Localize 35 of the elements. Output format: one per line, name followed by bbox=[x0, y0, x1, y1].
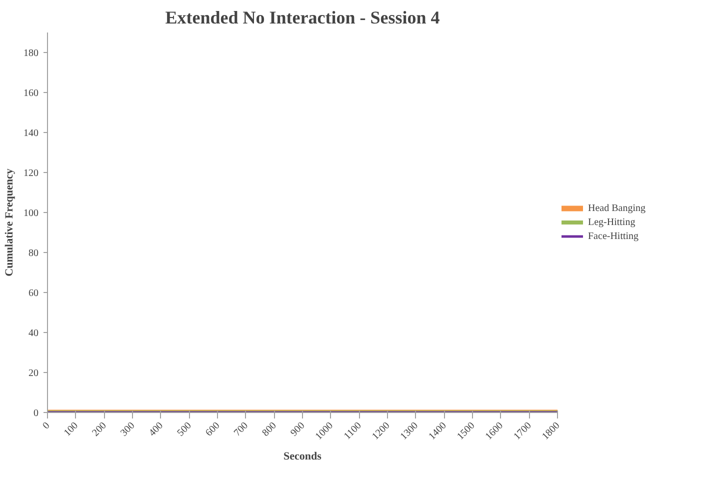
legend-label: Face-Hitting bbox=[588, 230, 639, 242]
x-tick-label: 1600 bbox=[484, 420, 506, 442]
x-tick-label: 1400 bbox=[426, 420, 449, 442]
x-axis-title: Seconds bbox=[284, 450, 322, 463]
y-tick-label: 100 bbox=[24, 208, 38, 219]
legend-label: Head Banging bbox=[588, 202, 646, 214]
legend-label: Leg-Hitting bbox=[588, 216, 636, 228]
y-axis-title: Cumulative Frequency bbox=[4, 168, 16, 276]
x-tick-label: 600 bbox=[204, 420, 222, 439]
y-tick-label: 120 bbox=[24, 168, 38, 179]
chart-title: Extended No Interaction - Session 4 bbox=[165, 8, 440, 28]
y-tick-label: 20 bbox=[28, 368, 38, 379]
x-tick-label: 1500 bbox=[455, 420, 478, 442]
x-tick-label: 800 bbox=[260, 420, 279, 439]
y-tick-label: 0 bbox=[34, 408, 38, 419]
y-tick-label: 80 bbox=[28, 248, 38, 259]
y-tick-label: 160 bbox=[24, 88, 38, 99]
x-tick-label: 400 bbox=[147, 420, 166, 439]
y-tick-label: 180 bbox=[24, 48, 38, 59]
x-tick-label: 200 bbox=[90, 420, 109, 439]
x-tick-label: 1300 bbox=[398, 420, 420, 442]
x-tick-label: 900 bbox=[288, 420, 308, 439]
x-tick-label: 500 bbox=[175, 420, 194, 439]
x-tick-label: 0 bbox=[40, 420, 52, 432]
y-tick-label: 60 bbox=[28, 288, 38, 299]
y-tick-label: 40 bbox=[28, 328, 38, 339]
y-tick-label: 140 bbox=[24, 128, 38, 139]
x-tick-label: 1200 bbox=[370, 420, 392, 442]
x-tick-label: 300 bbox=[118, 420, 138, 439]
x-tick-label: 700 bbox=[232, 420, 250, 439]
x-tick-label: 1800 bbox=[540, 420, 562, 442]
x-tick-label: 100 bbox=[62, 420, 80, 439]
x-tick-label: 1000 bbox=[314, 420, 336, 442]
x-tick-label: 1100 bbox=[342, 420, 364, 442]
x-tick-label: 1700 bbox=[512, 420, 534, 442]
